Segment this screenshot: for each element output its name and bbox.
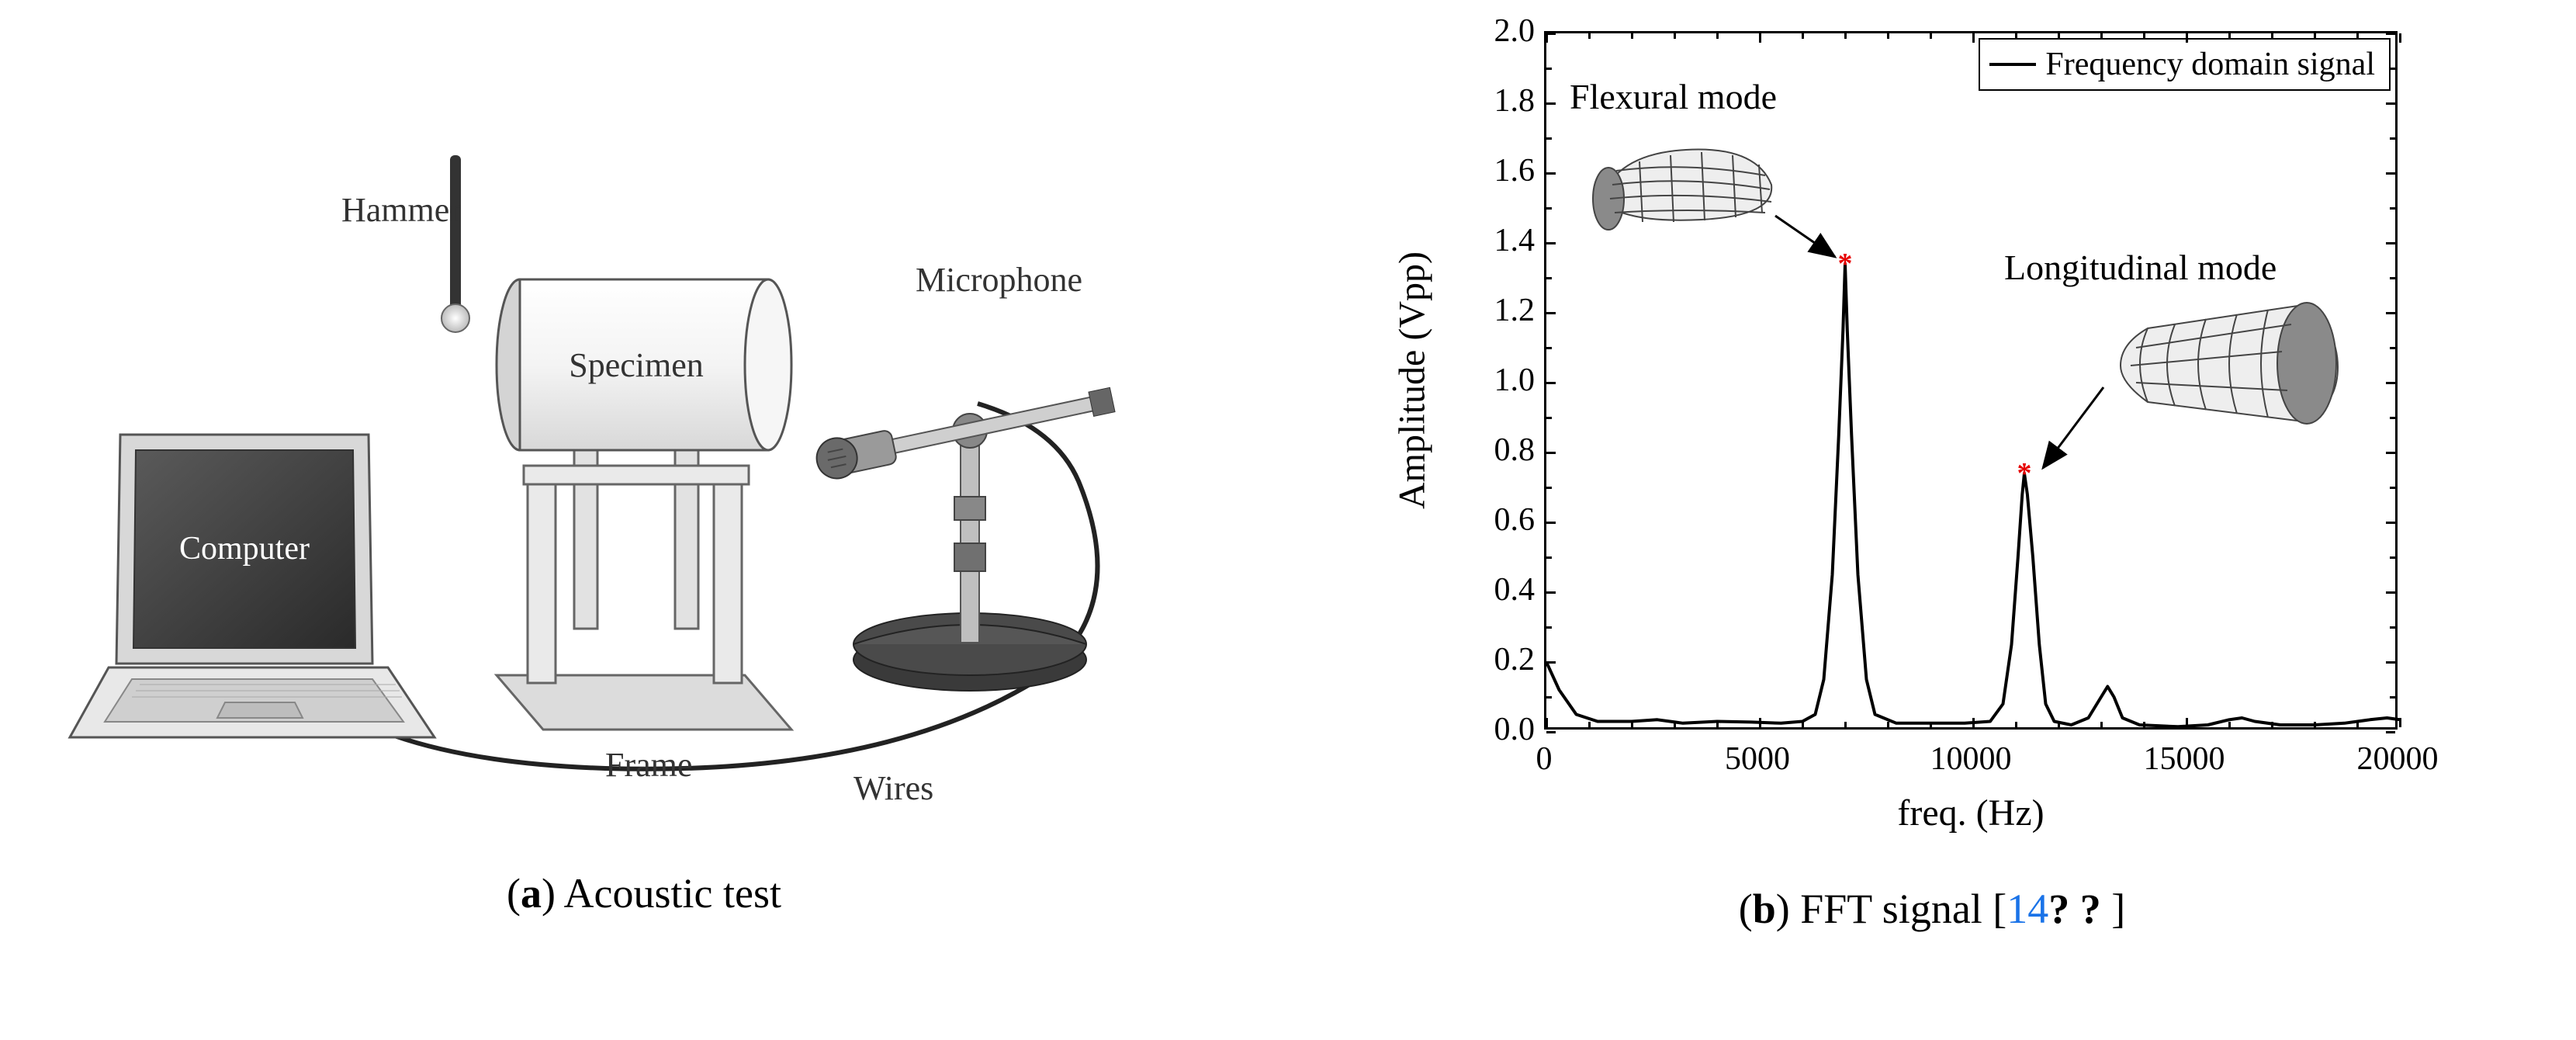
x-tick-label: 10000 <box>1930 740 2012 778</box>
y-tick-label: 1.8 <box>1474 82 1535 120</box>
x-tick-label: 0 <box>1536 740 1553 778</box>
y-tick-label: 1.0 <box>1474 362 1535 399</box>
caption-a-text: Acoustic test <box>564 870 781 917</box>
svg-text:Specimen: Specimen <box>569 346 704 384</box>
label-hammer: Hammer <box>341 190 461 230</box>
caption-a: (a) Acoustic test <box>507 869 781 917</box>
label-wires: Wires <box>853 768 933 808</box>
y-axis-label: Amplitude (Vpp) <box>1391 251 1434 509</box>
caption-b-close: ] <box>2111 886 2125 932</box>
annotation-arrows <box>1546 33 2400 732</box>
x-axis-label: freq. (Hz) <box>1897 792 2044 834</box>
caption-b-tail: ? ? <box>2048 886 2111 932</box>
y-tick-label: 0.6 <box>1474 501 1535 539</box>
y-tick-label: 1.6 <box>1474 152 1535 189</box>
panel-fft-signal: Amplitude (Vpp) freq. (Hz) Frequency dom… <box>1288 0 2576 1040</box>
caption-b-suffix: ) <box>1776 886 1800 932</box>
caption-b: (b) FFT signal [14? ? ] <box>1739 885 2126 933</box>
y-tick-label: 1.2 <box>1474 292 1535 329</box>
caption-a-prefix: ( <box>507 870 521 917</box>
label-frame: Frame <box>605 745 692 785</box>
x-tick-label: 5000 <box>1725 740 1790 778</box>
label-microphone: Microphone <box>916 260 1082 300</box>
peak-marker-longitudinal: * <box>2017 459 2032 488</box>
acoustic-test-diagram: Computer <box>62 0 1226 854</box>
svg-text:Computer: Computer <box>179 531 310 567</box>
x-tick-label: 20000 <box>2357 740 2439 778</box>
y-tick-label: 2.0 <box>1474 12 1535 50</box>
y-tick-label: 0.8 <box>1474 432 1535 469</box>
peak-marker-flexural: * <box>1838 249 1853 279</box>
figure-container: Computer <box>0 0 2576 1040</box>
caption-a-letter: a <box>521 870 542 917</box>
caption-b-text: FFT signal [ <box>1800 886 2006 932</box>
x-tick-label: 15000 <box>2144 740 2225 778</box>
fft-chart: Amplitude (Vpp) freq. (Hz) Frequency dom… <box>1389 0 2475 869</box>
y-tick-label: 0.0 <box>1474 711 1535 748</box>
y-tick-label: 1.4 <box>1474 222 1535 259</box>
y-tick-label: 0.2 <box>1474 641 1535 678</box>
caption-a-suffix: ) <box>542 870 564 917</box>
panel-acoustic-test: Computer <box>0 0 1288 1040</box>
plot-region: Frequency domain signal Flexural mode Lo… <box>1544 31 2398 730</box>
caption-b-letter: b <box>1753 886 1776 932</box>
caption-b-prefix: ( <box>1739 886 1753 932</box>
diagram-svg: Computer <box>62 0 1226 854</box>
y-tick-label: 0.4 <box>1474 571 1535 608</box>
caption-b-ref[interactable]: 14 <box>2006 886 2048 932</box>
